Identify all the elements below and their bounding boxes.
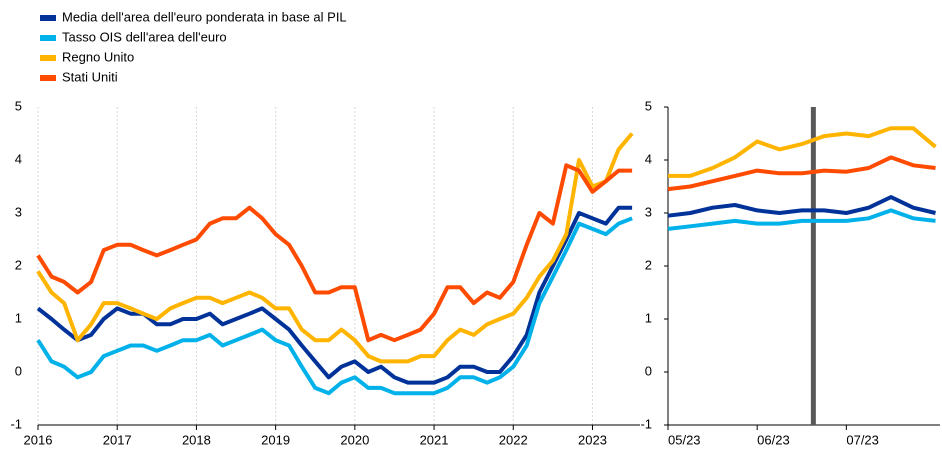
y-tick-label: 0 bbox=[645, 363, 652, 378]
x-tick-label: 2016 bbox=[24, 432, 53, 447]
legend-swatch bbox=[40, 35, 56, 41]
legend-swatch bbox=[40, 75, 56, 81]
x-tick-label: 2019 bbox=[261, 432, 290, 447]
x-tick-label: 06/23 bbox=[757, 432, 790, 447]
y-tick-label: 2 bbox=[645, 257, 652, 272]
legend-label: Regno Unito bbox=[62, 49, 134, 64]
x-tick-label: 2017 bbox=[103, 432, 132, 447]
legend-label: Tasso OIS dell'area dell'euro bbox=[62, 29, 227, 44]
y-tick-label: 0 bbox=[15, 363, 22, 378]
y-tick-label: 5 bbox=[15, 98, 22, 113]
series-line bbox=[667, 195, 936, 218]
y-tick-label: -1 bbox=[640, 416, 652, 431]
series-line bbox=[667, 208, 936, 231]
legend-swatch bbox=[40, 15, 56, 21]
x-tick-label: 2023 bbox=[578, 432, 607, 447]
y-tick-label: 3 bbox=[15, 204, 22, 219]
y-tick-label: -1 bbox=[10, 416, 22, 431]
x-tick-label: 2021 bbox=[420, 432, 449, 447]
x-tick-label: 2018 bbox=[182, 432, 211, 447]
legend-label: Media dell'area dell'euro ponderata in b… bbox=[62, 9, 347, 24]
series-line bbox=[36, 132, 634, 364]
x-tick-label: 2020 bbox=[340, 432, 369, 447]
y-tick-label: 3 bbox=[645, 204, 652, 219]
x-tick-label: 07/23 bbox=[846, 432, 879, 447]
series-line bbox=[667, 155, 936, 192]
y-tick-label: 1 bbox=[645, 310, 652, 325]
y-tick-label: 4 bbox=[645, 151, 652, 166]
y-tick-label: 5 bbox=[645, 98, 652, 113]
legend-swatch bbox=[40, 55, 56, 61]
series-line bbox=[36, 216, 633, 396]
legend-label: Stati Uniti bbox=[62, 69, 118, 84]
series-line bbox=[36, 205, 633, 385]
series-line bbox=[36, 163, 633, 343]
x-tick-label: 2022 bbox=[499, 432, 528, 447]
y-tick-label: 2 bbox=[15, 257, 22, 272]
series-line bbox=[668, 126, 937, 178]
y-tick-label: 1 bbox=[15, 310, 22, 325]
x-tick-label: 05/23 bbox=[668, 432, 701, 447]
y-tick-label: 4 bbox=[15, 151, 22, 166]
